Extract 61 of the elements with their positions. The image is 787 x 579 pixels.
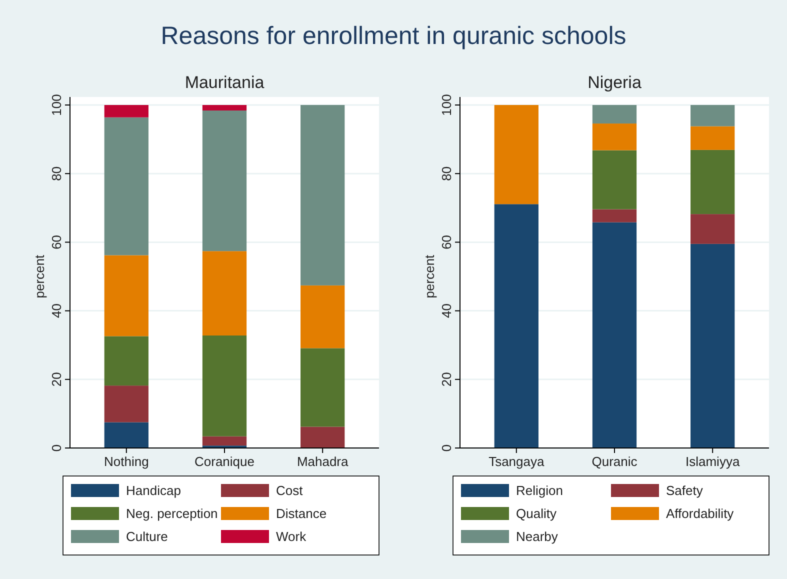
bar bbox=[104, 422, 148, 448]
legend-label: Safety bbox=[666, 483, 704, 498]
x-tick-label: Mahadra bbox=[296, 454, 350, 469]
y-tick-label: 20 bbox=[49, 372, 64, 387]
legend-label: Distance bbox=[276, 506, 327, 521]
bar bbox=[104, 117, 148, 256]
bar bbox=[494, 204, 538, 448]
x-tick-label: Tsangaya bbox=[488, 454, 545, 469]
bar bbox=[690, 126, 735, 150]
legend-label: Nearby bbox=[516, 529, 558, 544]
legend-label: Cost bbox=[276, 483, 304, 498]
chart-subtitle: Mauritania bbox=[184, 73, 265, 92]
bar bbox=[202, 110, 247, 252]
bar bbox=[202, 335, 247, 436]
bar bbox=[300, 348, 345, 427]
x-tick-label: Coranique bbox=[194, 454, 254, 469]
bar bbox=[104, 386, 148, 422]
y-tick-label: 100 bbox=[439, 94, 454, 116]
y-axis-title: percent bbox=[32, 254, 47, 298]
bar bbox=[690, 244, 735, 448]
y-tick-label: 60 bbox=[439, 234, 454, 250]
bar bbox=[592, 105, 637, 124]
bar bbox=[690, 105, 735, 126]
bar bbox=[300, 105, 345, 286]
y-tick-label: 60 bbox=[49, 234, 64, 250]
legend-label: Religion bbox=[516, 483, 563, 498]
legend-label: Quality bbox=[516, 506, 557, 521]
bar bbox=[592, 150, 637, 210]
x-tick-label: Quranic bbox=[592, 454, 638, 469]
bar bbox=[104, 105, 148, 118]
y-tick-label: 0 bbox=[439, 444, 454, 452]
bar bbox=[202, 436, 247, 446]
y-tick-label: 0 bbox=[49, 444, 64, 452]
bar bbox=[592, 124, 637, 150]
y-tick-label: 100 bbox=[49, 94, 64, 116]
y-axis-title: percent bbox=[422, 254, 437, 298]
bar bbox=[104, 255, 148, 336]
bar bbox=[300, 426, 345, 448]
chart-title: Reasons for enrollment in quranic schools bbox=[160, 22, 626, 50]
bar bbox=[592, 209, 637, 222]
bar bbox=[690, 214, 735, 244]
chart-subtitle: Nigeria bbox=[588, 73, 642, 92]
x-tick-label: Islamiyya bbox=[686, 454, 740, 469]
bar bbox=[592, 222, 637, 448]
legend-label: Work bbox=[276, 529, 307, 544]
legend-label: Handicap bbox=[126, 483, 181, 498]
y-tick-label: 80 bbox=[49, 166, 64, 181]
y-tick-label: 80 bbox=[439, 166, 454, 181]
bar bbox=[300, 285, 345, 348]
legend-label: Affordability bbox=[666, 506, 734, 521]
legend-label: Neg. perception bbox=[126, 506, 218, 521]
x-tick-label: Nothing bbox=[104, 454, 149, 469]
y-tick-label: 20 bbox=[439, 372, 454, 387]
y-tick-label: 40 bbox=[49, 304, 64, 318]
bar bbox=[494, 105, 538, 204]
y-tick-label: 40 bbox=[439, 304, 454, 318]
legend-label: Culture bbox=[126, 529, 168, 544]
bar bbox=[690, 150, 735, 214]
bar bbox=[104, 336, 148, 386]
bar bbox=[202, 105, 247, 110]
bar bbox=[202, 251, 247, 336]
